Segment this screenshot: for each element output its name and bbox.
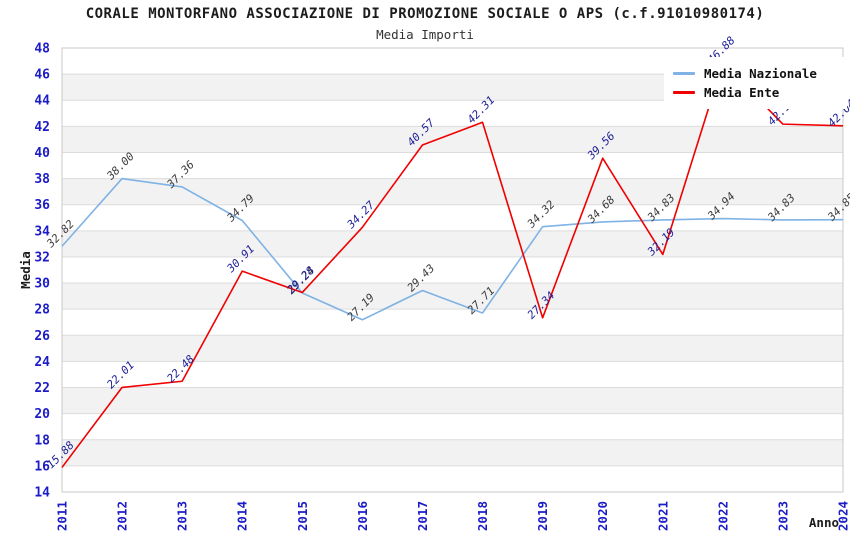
x-tick-label: 2021 <box>655 501 670 531</box>
y-tick-label: 18 <box>34 433 50 448</box>
legend-label-media-ente: Media Ente <box>704 85 780 100</box>
x-tick-label: 2023 <box>775 501 790 531</box>
y-tick-label: 16 <box>34 459 50 474</box>
y-tick-label: 34 <box>34 224 50 239</box>
legend-item-media-ente: Media Ente <box>664 85 847 100</box>
gridlines <box>62 47 843 493</box>
y-tick-label: 32 <box>34 250 50 265</box>
chart-subtitle: Media Importi <box>376 27 474 42</box>
chart-title: CORALE MONTORFANO ASSOCIAZIONE DI PROMOZ… <box>85 6 765 22</box>
x-tick-label: 2013 <box>175 501 190 531</box>
y-tick-label: 48 <box>34 42 50 57</box>
series-line-media-nazionale <box>61 177 844 321</box>
plot-band <box>62 387 843 414</box>
plot-band <box>62 126 843 153</box>
y-axis-ticks: 14 16 18 20 22 24 26 28 30 32 34 36 38 40 42 44 46 48 <box>34 42 50 501</box>
plot-bands <box>62 74 843 466</box>
x-tick-label: 2022 <box>715 501 730 531</box>
x-tick-label: 2016 <box>355 501 370 531</box>
plot-band <box>62 230 843 257</box>
y-tick-label: 26 <box>34 329 50 344</box>
x-tick-label: 2018 <box>475 501 490 531</box>
y-tick-label: 28 <box>34 303 50 318</box>
x-tick-label: 2014 <box>235 501 250 531</box>
x-tick-label: 2015 <box>295 501 310 531</box>
y-tick-label: 42 <box>34 120 50 135</box>
legend-label-media-nazionale: Media Nazionale <box>704 66 817 81</box>
x-tick-label: 2017 <box>415 501 430 531</box>
legend-item-media-nazionale: Media Nazionale <box>664 66 847 81</box>
x-tick-label: 2019 <box>535 501 550 531</box>
plot-band <box>62 335 843 362</box>
y-tick-label: 38 <box>34 172 50 187</box>
y-tick-label: 24 <box>34 355 50 370</box>
y-tick-label: 22 <box>34 381 50 396</box>
y-axis-title: Media <box>18 251 33 289</box>
plot-band <box>62 439 843 466</box>
y-tick-label: 30 <box>34 277 50 292</box>
x-axis-ticks: 2011 2012 2013 2014 2015 2016 2017 2018 2019 2020… <box>55 501 850 531</box>
plot-band <box>62 283 843 310</box>
x-tick-label: 2020 <box>595 501 610 531</box>
y-tick-label: 40 <box>34 146 50 161</box>
y-tick-label: 20 <box>34 407 50 422</box>
y-tick-label: 14 <box>34 486 50 501</box>
plot-border <box>61 47 844 493</box>
x-tick-label: 2024 <box>836 501 850 531</box>
x-tick-label: 2012 <box>115 501 130 531</box>
x-tick-label: 2011 <box>55 501 70 531</box>
y-tick-label: 44 <box>34 94 50 109</box>
legend: Media Nazionale Media Ente <box>664 57 847 109</box>
legend-swatch-media-ente <box>673 91 695 94</box>
y-tick-label: 36 <box>34 198 50 213</box>
y-tick-label: 46 <box>34 68 50 83</box>
legend-swatch-media-nazionale <box>673 72 695 75</box>
x-axis-title: Anno <box>809 515 839 530</box>
